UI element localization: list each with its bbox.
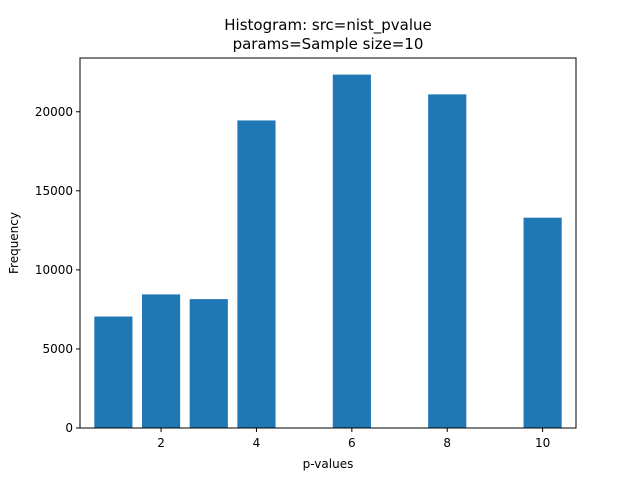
y-tick-label-15000: 15000 bbox=[35, 184, 73, 198]
bar-2 bbox=[142, 294, 181, 428]
y-tick-label-10000: 10000 bbox=[35, 263, 73, 277]
bars-group bbox=[94, 74, 562, 428]
x-tick-label-6: 6 bbox=[348, 436, 356, 450]
y-tick-label-20000: 20000 bbox=[35, 105, 73, 119]
x-tick-label-10: 10 bbox=[535, 436, 550, 450]
bar-6 bbox=[332, 74, 371, 428]
x-tick-label-4: 4 bbox=[253, 436, 261, 450]
x-axis-ticks: 2 4 6 8 10 bbox=[157, 428, 550, 450]
y-axis-ticks: 0 5000 10000 15000 20000 bbox=[35, 105, 80, 435]
bar-10 bbox=[523, 217, 562, 428]
chart-subtitle: params=Sample size=10 bbox=[233, 35, 424, 53]
chart-title: Histogram: src=nist_pvalue bbox=[224, 16, 431, 35]
bar-3 bbox=[189, 299, 228, 428]
bar-8 bbox=[428, 94, 467, 428]
y-axis-label: Frequency bbox=[7, 212, 21, 274]
x-tick-label-2: 2 bbox=[157, 436, 165, 450]
bar-4 bbox=[237, 120, 276, 428]
plot-frame bbox=[79, 57, 577, 429]
x-tick-label-8: 8 bbox=[443, 436, 451, 450]
y-tick-label-0: 0 bbox=[65, 421, 73, 435]
bar-1 bbox=[94, 316, 133, 428]
x-axis-label: p-values bbox=[303, 457, 354, 471]
y-tick-label-5000: 5000 bbox=[42, 342, 73, 356]
